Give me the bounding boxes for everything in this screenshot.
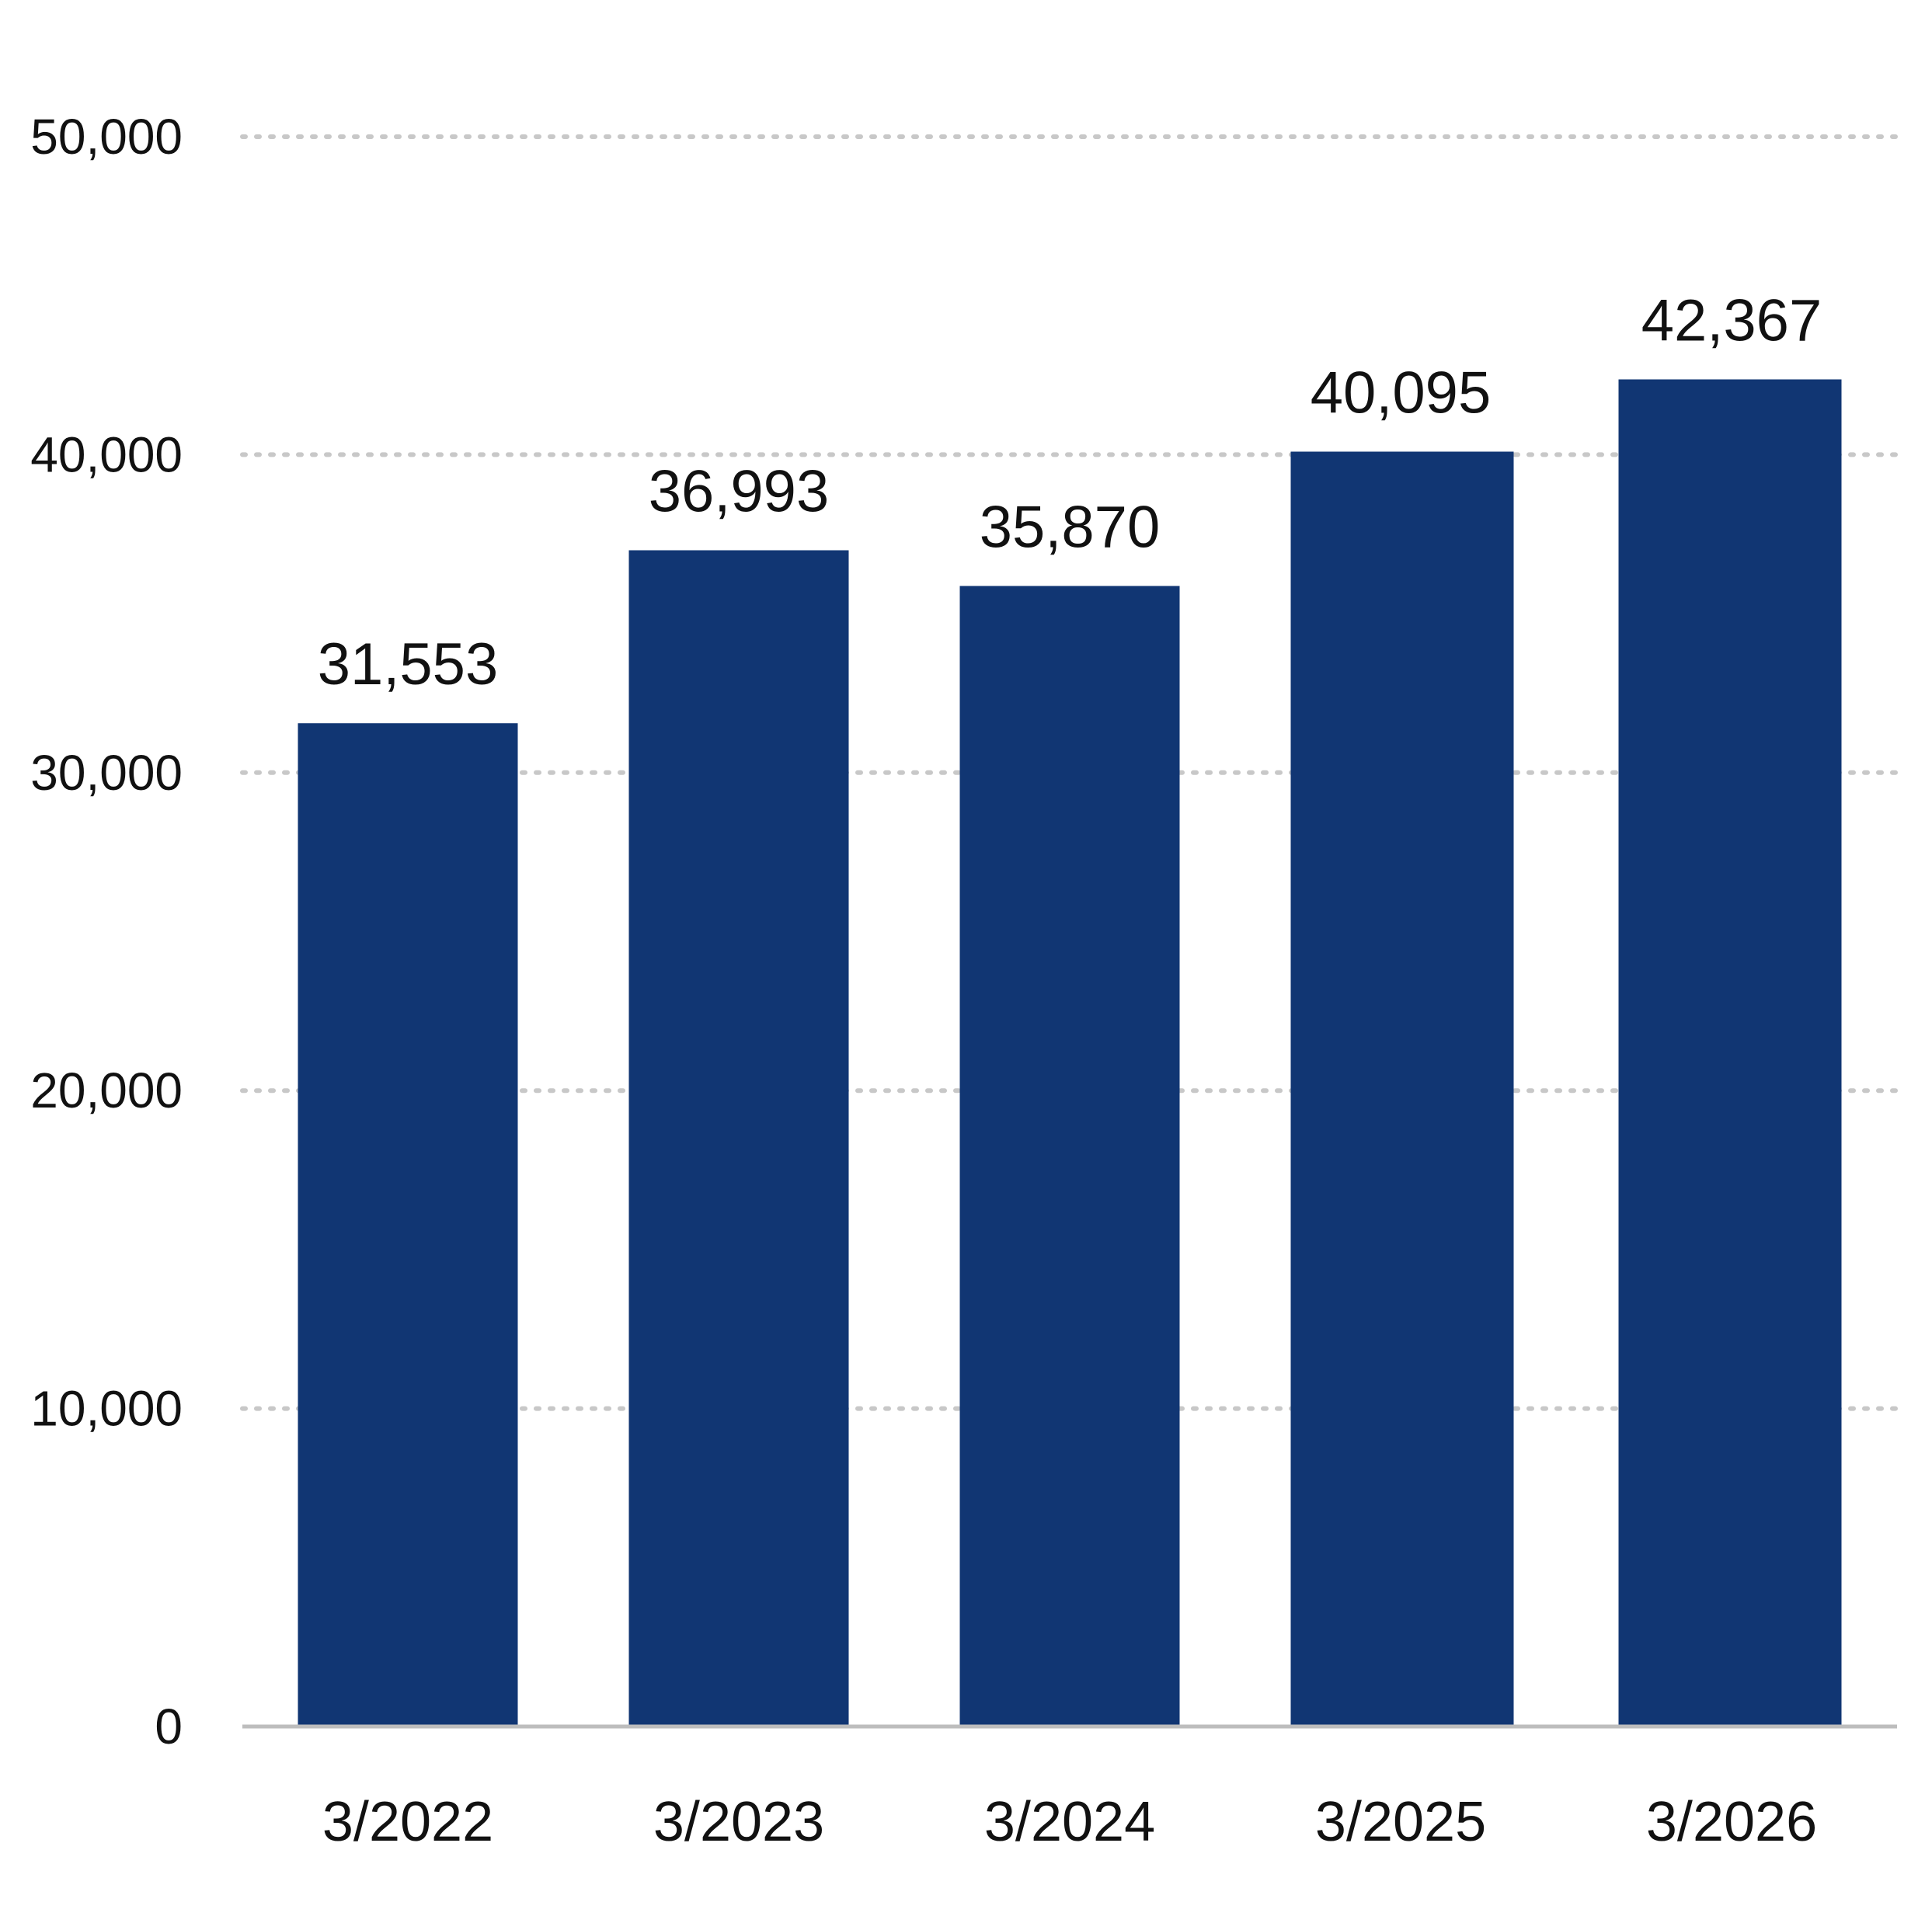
data-label: 31,553 <box>318 631 498 697</box>
y-tick-label: 30,000 <box>30 745 183 801</box>
data-label: 42,367 <box>1641 287 1822 353</box>
data-label: 35,870 <box>980 494 1160 560</box>
x-axis-ticks: 3/2022 3/2023 3/2024 3/2025 3/2026 <box>322 1791 1817 1853</box>
y-tick-label: 40,000 <box>30 426 183 482</box>
data-label: 36,993 <box>649 459 829 525</box>
bar <box>1618 379 1842 1727</box>
y-tick-label: 10,000 <box>30 1381 183 1437</box>
x-tick-label: 3/2023 <box>653 1791 824 1853</box>
y-tick-label: 0 <box>155 1699 183 1754</box>
x-tick-label: 3/2022 <box>322 1791 493 1853</box>
bar <box>628 550 849 1727</box>
y-axis-ticks: 0 10,000 20,000 30,000 40,000 50,000 <box>30 109 183 1754</box>
x-tick-label: 3/2024 <box>984 1791 1155 1853</box>
data-label: 40,095 <box>1311 360 1491 426</box>
x-tick-label: 3/2026 <box>1646 1791 1817 1853</box>
data-labels: 31,553 36,993 35,870 40,095 42,367 <box>318 287 1822 697</box>
bars <box>298 379 1842 1727</box>
bar <box>959 586 1180 1727</box>
x-tick-label: 3/2025 <box>1315 1791 1486 1853</box>
bar <box>1290 451 1514 1727</box>
bar <box>298 723 518 1727</box>
y-tick-label: 20,000 <box>30 1062 183 1118</box>
y-tick-label: 50,000 <box>30 109 183 165</box>
